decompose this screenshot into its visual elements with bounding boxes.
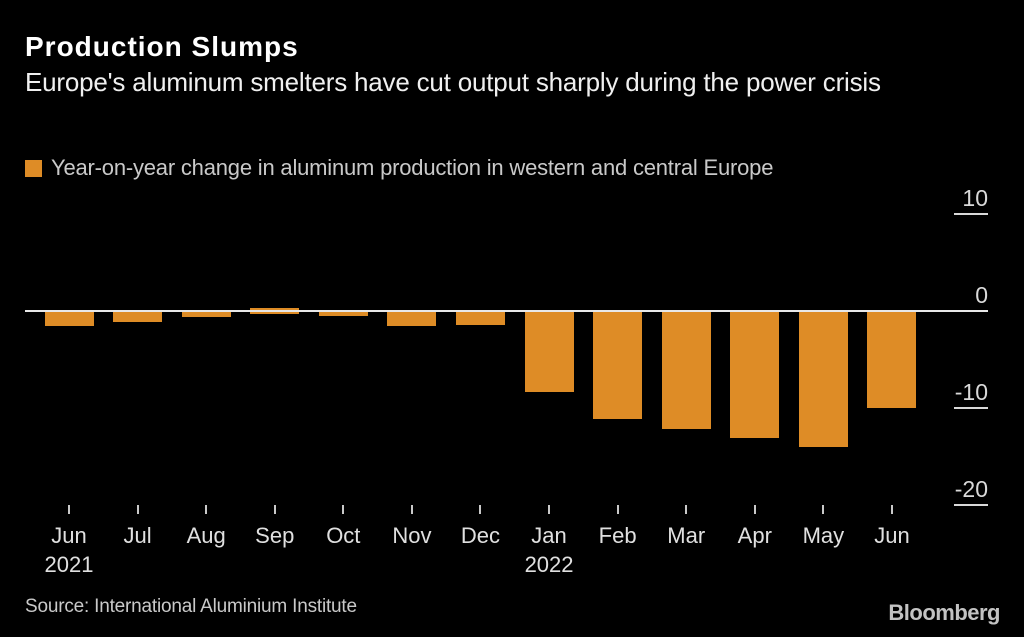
x-axis-tick-oct-4: [342, 505, 345, 514]
bar-nov-5: [387, 312, 437, 326]
x-axis-label-jun-0: Jun: [51, 523, 87, 548]
x-axis-year-2022: 2022: [524, 552, 574, 577]
x-axis-label-mar-9: Mar: [667, 523, 706, 548]
x-axis-label-apr-10: Apr: [737, 523, 772, 548]
bar-may-11: [798, 312, 848, 447]
x-axis-tick-apr-10: [753, 505, 756, 514]
bar-apr-10: [730, 312, 780, 438]
bar-feb-8: [593, 312, 643, 419]
x-axis-label-jun-12: Jun: [874, 523, 910, 548]
y-axis-label--10: -10: [954, 379, 988, 405]
x-axis-label-aug-2: Aug: [186, 523, 226, 548]
bar-oct-4: [318, 312, 368, 316]
bar-dec-6: [455, 312, 505, 325]
x-axis-label-jan-7: Jan: [531, 523, 567, 548]
bar-jan-7: [524, 312, 574, 392]
x-axis-tick-jun-12: [890, 505, 893, 514]
x-axis-tick-feb-8: [616, 505, 619, 514]
zero-baseline: [25, 310, 988, 312]
x-axis-label-dec-6: Dec: [460, 523, 501, 548]
x-axis-tick-may-11: [822, 505, 825, 514]
bloomberg-logo: Bloomberg: [888, 600, 1000, 625]
x-axis-label-may-11: May: [802, 523, 845, 548]
x-axis-label-jul-1: Jul: [123, 523, 152, 548]
x-axis-label-sep-3: Sep: [255, 523, 295, 548]
bar-jun-0: [44, 312, 94, 326]
x-axis-year-2021: 2021: [44, 552, 94, 577]
bar-jul-1: [113, 312, 163, 322]
x-axis-tick-nov-5: [410, 505, 413, 514]
x-axis-label-feb-8: Feb: [598, 523, 637, 548]
legend-swatch-icon: [25, 159, 42, 177]
x-axis-label-nov-5: Nov: [392, 523, 432, 548]
x-axis-tick-mar-9: [685, 505, 688, 514]
y-axis-tick--10: [954, 407, 988, 409]
x-axis-label-oct-4: Oct: [326, 523, 361, 548]
x-axis-tick-jul-1: [136, 505, 139, 514]
y-axis-tick-10: [954, 213, 988, 215]
bar-mar-9: [661, 312, 711, 429]
chart-title: Production Slumps: [25, 31, 299, 62]
y-axis-label-0: 0: [975, 282, 988, 308]
x-axis-tick-dec-6: [479, 505, 482, 514]
x-axis-tick-jun-0: [68, 505, 70, 514]
bar-aug-2: [181, 312, 231, 317]
y-axis-label--20: -20: [954, 476, 988, 502]
chart-subtitle: Europe's aluminum smelters have cut outp…: [25, 67, 881, 97]
chart-legend: Year-on-year change in aluminum producti…: [25, 155, 773, 181]
x-axis-tick-sep-3: [273, 505, 276, 514]
legend-label: Year-on-year change in aluminum producti…: [51, 155, 774, 180]
x-axis-tick-aug-2: [205, 505, 208, 514]
y-axis-tick--20: [954, 504, 988, 506]
y-axis-label-10: 10: [962, 185, 988, 211]
bar-jun-12: [867, 312, 917, 408]
x-axis-tick-jan-7: [548, 505, 551, 514]
source-note: Source: International Aluminium Institut…: [25, 596, 357, 617]
